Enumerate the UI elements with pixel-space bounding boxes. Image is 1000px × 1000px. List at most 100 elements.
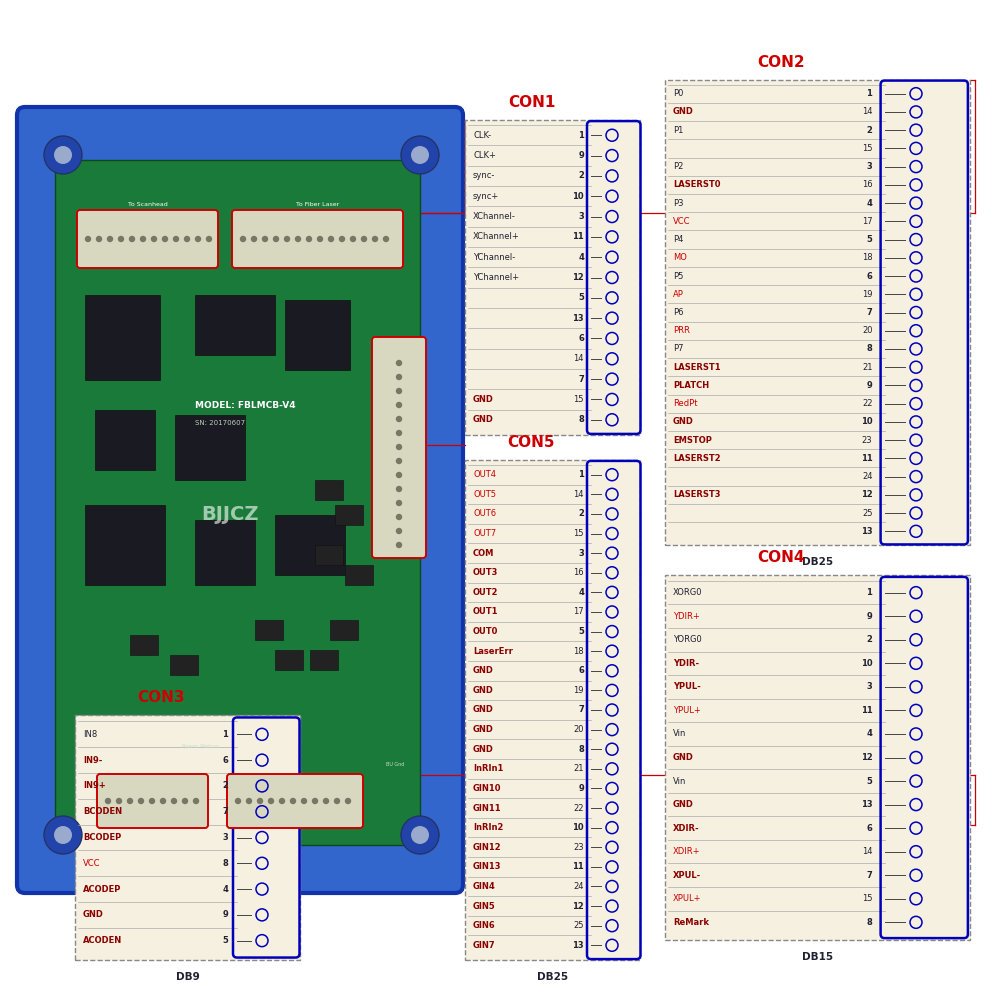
FancyBboxPatch shape (285, 300, 350, 370)
Text: 14: 14 (574, 490, 584, 499)
Text: BCODEP: BCODEP (83, 833, 121, 842)
Circle shape (362, 236, 366, 241)
Text: GIN5: GIN5 (473, 902, 496, 911)
Text: DB25: DB25 (802, 557, 833, 567)
Circle shape (152, 236, 156, 241)
Text: 3: 3 (867, 162, 872, 171)
Circle shape (396, 388, 402, 393)
Text: 22: 22 (574, 804, 584, 813)
Text: 3: 3 (222, 833, 228, 842)
Text: CON3: CON3 (137, 690, 184, 705)
Text: GIN10: GIN10 (473, 784, 502, 793)
Circle shape (162, 236, 167, 241)
FancyBboxPatch shape (335, 505, 363, 525)
Text: 4: 4 (867, 729, 872, 738)
Text: 1: 1 (578, 131, 584, 140)
Text: 7: 7 (867, 308, 872, 317)
Circle shape (117, 798, 122, 804)
Text: GND: GND (673, 753, 694, 762)
FancyBboxPatch shape (195, 295, 275, 355)
Text: 10: 10 (861, 417, 872, 426)
Text: 16: 16 (862, 180, 872, 189)
Text: 8: 8 (222, 859, 228, 868)
Circle shape (119, 236, 124, 241)
Text: OUT2: OUT2 (473, 588, 499, 597)
Text: SN: 20170607: SN: 20170607 (195, 420, 245, 426)
Text: BU Gnd: BU Gnd (386, 762, 404, 768)
Text: 11: 11 (572, 862, 584, 871)
FancyBboxPatch shape (130, 635, 158, 655)
Text: GND: GND (473, 395, 494, 404)
Text: XChannel-: XChannel- (473, 212, 516, 221)
Text: CLK-: CLK- (473, 131, 491, 140)
Circle shape (195, 236, 200, 241)
Circle shape (262, 236, 268, 241)
Text: 5: 5 (867, 777, 872, 786)
Text: 23: 23 (573, 843, 584, 852)
Text: P4: P4 (673, 235, 683, 244)
Text: BCODEN: BCODEN (83, 807, 122, 816)
Text: 9: 9 (578, 151, 584, 160)
Text: 8: 8 (578, 745, 584, 754)
Text: P6: P6 (673, 308, 684, 317)
FancyBboxPatch shape (310, 650, 338, 670)
Circle shape (184, 236, 190, 241)
FancyBboxPatch shape (95, 410, 155, 470)
FancyBboxPatch shape (75, 715, 300, 960)
Text: 7: 7 (578, 375, 584, 384)
Text: 1: 1 (222, 730, 228, 739)
Text: MODEL: FBLMCB-V4: MODEL: FBLMCB-V4 (195, 400, 296, 410)
Text: 15: 15 (862, 144, 872, 153)
Text: GND: GND (473, 706, 494, 714)
Text: LASERST3: LASERST3 (673, 490, 720, 499)
Text: 5: 5 (578, 293, 584, 302)
FancyBboxPatch shape (275, 650, 303, 670)
Text: 2: 2 (867, 635, 872, 644)
Text: 6: 6 (578, 666, 584, 675)
Circle shape (240, 236, 246, 241)
Text: OUT6: OUT6 (473, 509, 496, 518)
FancyBboxPatch shape (465, 460, 640, 960)
Circle shape (312, 798, 318, 804)
Text: CON2: CON2 (757, 55, 805, 70)
FancyBboxPatch shape (170, 655, 198, 675)
Circle shape (138, 798, 144, 804)
FancyBboxPatch shape (665, 575, 970, 940)
Text: DB25: DB25 (537, 972, 568, 982)
Text: 13: 13 (861, 527, 872, 536)
FancyBboxPatch shape (227, 774, 363, 828)
Text: To Fiber Laser: To Fiber Laser (296, 202, 340, 207)
Text: CON1: CON1 (508, 95, 555, 110)
Text: 8: 8 (867, 918, 872, 927)
FancyBboxPatch shape (232, 210, 403, 268)
Circle shape (401, 136, 439, 174)
Text: 12: 12 (572, 902, 584, 911)
FancyBboxPatch shape (85, 505, 165, 585)
Circle shape (207, 236, 212, 241)
Circle shape (291, 798, 296, 804)
Circle shape (54, 146, 72, 164)
Text: 9: 9 (867, 612, 872, 621)
Circle shape (396, 444, 402, 450)
Circle shape (396, 542, 402, 548)
Text: 4: 4 (578, 588, 584, 597)
Circle shape (396, 473, 402, 478)
Text: DB9: DB9 (176, 972, 199, 982)
Text: GND: GND (83, 910, 104, 919)
Text: LASERST1: LASERST1 (673, 363, 721, 372)
Circle shape (107, 236, 112, 241)
Text: IN8: IN8 (83, 730, 97, 739)
Text: GND: GND (673, 107, 694, 116)
Text: 24: 24 (862, 472, 872, 481)
Circle shape (140, 236, 146, 241)
Text: GIN12: GIN12 (473, 843, 502, 852)
Text: YORG0: YORG0 (673, 635, 702, 644)
Text: Power Motors: Power Motors (182, 744, 218, 748)
Circle shape (401, 816, 439, 854)
Circle shape (324, 798, 328, 804)
Circle shape (96, 236, 102, 241)
Circle shape (150, 798, 155, 804)
Text: YChannel-: YChannel- (473, 253, 515, 262)
Text: Vin: Vin (673, 777, 686, 786)
FancyBboxPatch shape (315, 545, 343, 565)
